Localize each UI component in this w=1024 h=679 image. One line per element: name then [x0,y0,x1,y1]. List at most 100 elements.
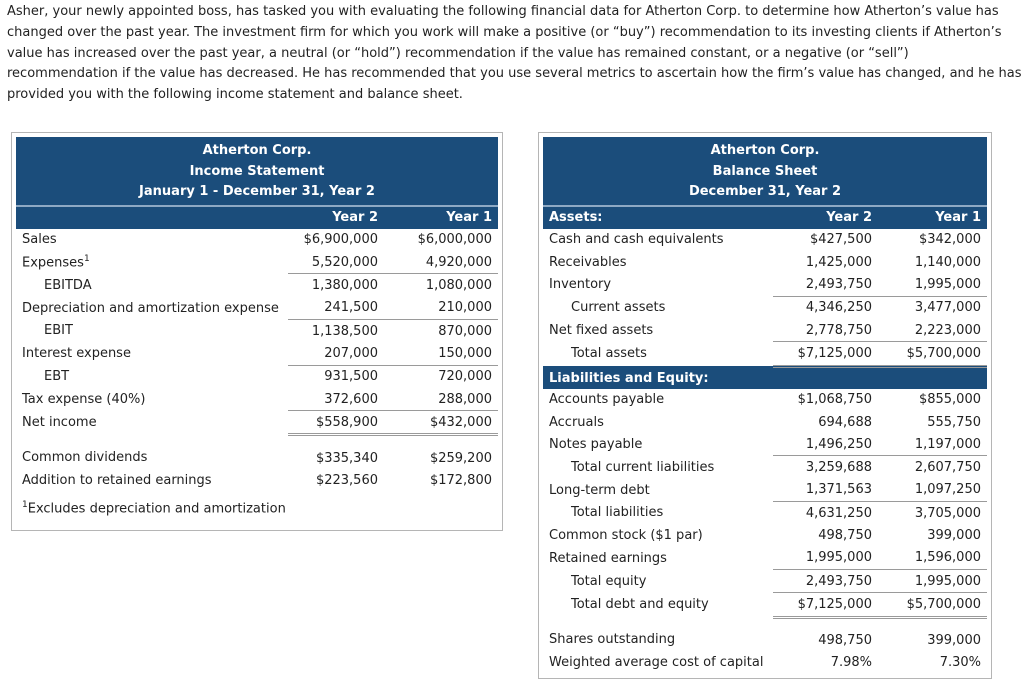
row-label: Accounts payable [549,392,665,408]
column-header: Year 2 [288,206,384,229]
row-label: Total equity [571,573,647,589]
row-label: Long-term debt [549,482,650,498]
row: Net income $558,900 $432,000 [16,410,498,437]
value-cell: 4,631,250 [773,501,878,525]
row-label: Total debt and equity [571,597,709,613]
row-label: Cash and cash equivalents [549,232,724,248]
value-cell: 1,425,000 [805,254,872,270]
intro-text: Asher, your newly appointed boss, has ta… [7,4,1022,103]
value-cell: 694,688 [818,414,872,430]
value-cell: 3,477,000 [878,295,987,319]
value-cell: 7.98% [830,655,872,671]
row-label-cell: Receivables [543,251,773,273]
row-label-cell: Accruals [543,411,773,433]
row-label-cell: Interest expense [16,342,288,365]
value-cell: 2,493,750 [773,568,878,593]
value-cell: 5,520,000 [311,254,378,270]
row: Notes payable 1,496,250 1,197,000 [543,433,987,456]
row: Total debt and equity $7,125,000 $5,700,00… [543,592,987,619]
row-label-cell: Current assets [543,296,773,319]
row-label: Accruals [549,414,604,430]
row-label-cell: Cash and cash equivalents [543,229,773,251]
value-cell: $855,000 [918,392,981,408]
value-cell: $432,000 [384,410,498,437]
row: EBITDA 1,380,000 1,080,000 [16,273,498,297]
row-label-cell: EBIT [16,319,288,342]
row-label: Inventory [549,277,612,293]
value-cell: 7.30% [939,655,981,671]
row: Common dividends $335,340 $259,200 [16,435,498,470]
header-line: Balance Sheet [712,163,818,179]
header-line: January 1 - December 31, Year 2 [139,184,375,200]
row-label-cell: Sales [16,229,288,251]
row: Total equity 2,493,750 1,995,000 [543,568,987,593]
page: Asher, your newly appointed boss, has ta… [7,4,1022,679]
value-cell: 498,750 [818,527,872,543]
value-cell: 931,500 [288,364,384,388]
row-label-cell: EBITDA [16,274,288,297]
value-cell: 720,000 [384,364,498,388]
column-header-row: Year 2 Year 1 [16,206,498,229]
value-cell: 241,500 [324,300,378,316]
row-label-cell: Total current liabilities [543,456,773,479]
value-cell: 2,493,750 [805,277,872,293]
row: Depreciation and amortization expense 241… [16,297,498,320]
value-cell: 372,600 [324,391,378,407]
row-label: Net fixed assets [549,322,654,338]
footnote: 1Excludes depreciation and amortization [16,492,498,526]
value-cell: 870,000 [384,318,498,343]
value-cell: 2,607,750 [878,455,987,479]
row-label: Common stock ($1 par) [549,527,703,543]
value-cell: 1,080,000 [384,273,498,297]
row: Addition to retained earnings $223,560 $17… [16,470,498,492]
value-cell: 399,000 [927,527,981,543]
row-label-cell: Net fixed assets [543,319,773,342]
row-label-cell: Weighted average cost of capital [543,652,773,674]
value-cell: 1,496,250 [805,436,872,452]
footnote-marker: 1 [22,500,28,511]
row: Net fixed assets 2,778,750 2,223,000 [543,319,987,342]
header-line: Income Statement [189,163,325,179]
table-header: Atherton Corp. Balance Sheet December 31, … [543,137,987,207]
value-cell: 1,380,000 [288,273,384,297]
row-label: Sales [22,232,57,248]
row-label: Current assets [571,300,666,316]
row-label-cell: Total equity [543,569,773,592]
row: Long-term debt 1,371,563 1,097,250 [543,479,987,502]
value-cell: 498,750 [818,633,872,649]
value-cell: $335,340 [315,451,378,467]
value-cell: 1,140,000 [914,254,981,270]
value-cell: $1,068,750 [797,392,872,408]
value-cell: 1,995,000 [878,568,987,593]
row: Accruals 694,688 555,750 [543,411,987,433]
row-label: Tax expense (40%) [22,391,146,407]
row: Current assets 4,346,250 3,477,000 [543,295,987,319]
row-label: Interest expense [22,346,131,362]
value-cell: 555,750 [927,414,981,430]
row-label: Notes payable [549,437,643,453]
table-body: Assets: Year 2 Year 1 Cash and cash equival… [543,206,987,674]
column-header: Assets: [543,206,773,229]
table: Year 2 Year 1 Sales $6,900,000 $6,000,000 Exp… [16,206,498,492]
value-cell: $7,125,000 [773,592,878,619]
row-label: Expenses [22,255,84,271]
row-label-cell: Common dividends [16,435,288,470]
row-label: Net income [22,415,97,431]
row: Accounts payable $1,068,750 $855,000 [543,389,987,411]
value-cell: 210,000 [438,300,492,316]
row: Expenses1 5,520,000 4,920,000 [16,251,498,274]
value-cell: 3,705,000 [878,501,987,525]
value-cell: 4,920,000 [425,254,492,270]
row: Tax expense (40%) 372,600 288,000 [16,388,498,411]
row-label-cell: Shares outstanding [543,617,773,652]
row-label-cell: Long-term debt [543,479,773,502]
row-label-cell: Total liabilities [543,502,773,525]
value-cell: 1,995,000 [914,277,981,293]
value-cell: 2,778,750 [805,322,872,338]
row-label: Shares outstanding [549,632,676,648]
row-label-cell: Accounts payable [543,389,773,411]
row-label-cell: Common stock ($1 par) [543,524,773,546]
row: Common stock ($1 par) 498,750 399,000 [543,524,987,546]
value-cell: $172,800 [429,473,492,489]
header-line: Atherton Corp. [710,143,820,158]
